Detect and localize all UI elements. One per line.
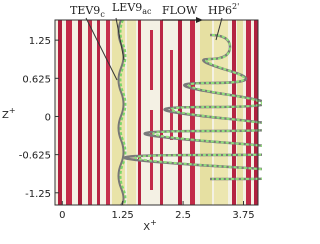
streak (170, 50, 173, 140)
x-axis-label: X+ (143, 218, 157, 233)
annotation-sup: 2' (232, 2, 239, 11)
vortex-core (119, 19, 127, 206)
pointer (215, 17, 223, 41)
y-tick-label: 0.625 (22, 74, 51, 85)
annotation: TEV9c (70, 4, 105, 19)
streak (254, 20, 258, 205)
label-sup: + (9, 106, 16, 115)
streak (200, 20, 212, 205)
streak (106, 20, 110, 205)
streak (66, 20, 72, 205)
annotation-text: HP6 (208, 4, 232, 17)
streak (237, 20, 243, 205)
annotation-text: LEV9 (112, 1, 142, 14)
label-text: Z (2, 110, 9, 121)
streak (214, 20, 228, 205)
streak (190, 20, 195, 205)
annotation: LEV9ac (112, 1, 152, 16)
label-text: X (143, 222, 150, 233)
y-tick-label: -0.625 (19, 151, 51, 162)
streak (127, 20, 136, 205)
streak (150, 30, 153, 90)
streak (160, 20, 163, 205)
annotation: FLOW (162, 4, 198, 17)
annotation-text: TEV9 (70, 4, 100, 17)
label-sup: + (150, 218, 157, 227)
streak (232, 20, 236, 205)
x-tick-label: 3.75 (232, 210, 254, 221)
y-tick-label: 0 (45, 112, 51, 123)
vortex-core (117, 19, 125, 206)
pointer (85, 17, 118, 81)
y-tick-label: -1.25 (25, 189, 51, 200)
plot-frame (54, 19, 259, 206)
pointer (115, 17, 125, 61)
streak (138, 20, 141, 205)
x-tick-label: 0 (59, 210, 65, 221)
x-tick-label: 1.25 (112, 210, 134, 221)
streak (150, 110, 153, 190)
x-tick-label: 2.5 (175, 210, 191, 221)
streak (246, 20, 251, 205)
y-tick-label: 1.25 (29, 36, 51, 47)
annotation-sub: c (100, 10, 105, 19)
streak (58, 20, 62, 205)
streak (88, 20, 92, 205)
flow-arrowhead (196, 17, 203, 23)
flow-field (54, 19, 320, 206)
streak (78, 20, 82, 205)
annotation: HP62' (208, 2, 239, 17)
figure: TEV9c LEV9ac FLOW HP62' X+ Z+ 0 1.25 2.5 3.… (2, 1, 320, 233)
hairpin (134, 34, 317, 180)
streak (97, 20, 100, 205)
y-axis-label: Z+ (2, 106, 16, 121)
annotation-sub: ac (142, 7, 152, 16)
